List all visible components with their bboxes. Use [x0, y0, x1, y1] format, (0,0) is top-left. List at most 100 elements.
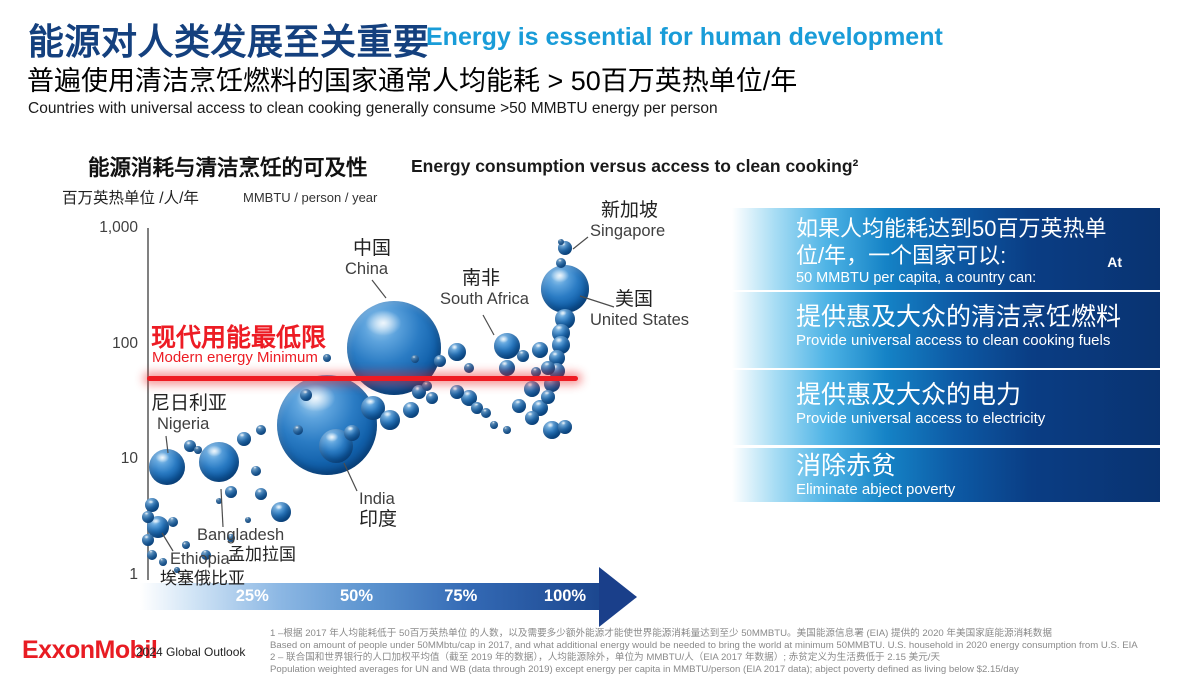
x-tick-25: 25%: [235, 587, 269, 605]
y-tick-1: 1: [129, 566, 138, 583]
bubble-united-states: [541, 264, 589, 313]
bubble: [194, 446, 203, 455]
reference-label-zh: 现代用能最低限: [151, 324, 327, 352]
bubble: [433, 354, 446, 367]
bubble: [512, 398, 527, 413]
x-tick-100: 100%: [543, 587, 587, 605]
x-tick-50: 50%: [339, 587, 374, 605]
label-united-states: 美国 United States: [590, 289, 689, 330]
x-tick-75: 75%: [444, 587, 478, 605]
bubble: [271, 502, 292, 523]
panel-electricity-en: Provide universal access to electricity: [796, 410, 1046, 427]
bubble: [524, 410, 539, 425]
label-china-en: China: [345, 259, 389, 278]
label-ethiopia-zh: 埃塞俄比亚: [160, 568, 245, 588]
bubble: [158, 557, 167, 566]
y-tick-10: 10: [120, 450, 138, 468]
footnote-2-zh: 2 – 联合国和世界银行的人口加权平均值（截至 2019 年的数据），人均能源除…: [270, 652, 941, 663]
bubble: [425, 391, 438, 404]
bubble: [447, 342, 466, 361]
label-china-zh: 中国: [353, 238, 392, 259]
label-ethiopia: Ethiopia 埃塞俄比亚: [160, 550, 245, 589]
y-axis-line: [147, 228, 149, 580]
bubble-india: [277, 374, 378, 475]
label-south-africa: 南非 South Africa: [440, 268, 529, 309]
panel-poverty-en: Eliminate abject poverty: [796, 481, 956, 498]
bubble: [344, 424, 361, 441]
bubble-nigeria: [148, 448, 185, 485]
label-united-states-zh: 美国: [615, 289, 654, 310]
bubble: [215, 497, 222, 504]
label-bangladesh: Bangladesh 孟加拉国: [197, 526, 296, 565]
subtitle-zh: 普遍使用清洁烹饪燃料的国家通常人均能耗 > 50百万英热单位/年: [27, 66, 798, 96]
panel-box-clean-cooking: 提供惠及大众的清洁烹饪燃料 Provide universal access t…: [732, 292, 1160, 368]
subtitle-en: Countries with universal access to clean…: [28, 100, 718, 117]
bubble: [236, 432, 251, 447]
bubble: [227, 533, 236, 542]
label-bangladesh-zh: 孟加拉国: [228, 544, 296, 564]
y-tick-1000: 1,000: [99, 219, 138, 237]
bubble: [293, 424, 304, 435]
page-title-en: Energy is essential for human developmen…: [426, 23, 943, 51]
panel-box-electricity: 提供惠及大众的电力 Provide universal access to el…: [732, 370, 1160, 445]
bubble: [181, 541, 190, 550]
panel-intro-en: 50 MMBTU per capita, a country can:: [796, 270, 1037, 286]
label-india-zh: 印度: [359, 508, 398, 530]
bubble: [502, 425, 511, 434]
panel-intro-at: At: [1107, 254, 1122, 270]
page-title-zh: 能源对人类发展至关重要: [28, 21, 430, 62]
bubble: [145, 498, 160, 513]
y-tick-100: 100: [112, 334, 138, 352]
bubble: [300, 389, 313, 402]
bubble: [449, 385, 464, 400]
leader-line-singapore: [572, 236, 589, 250]
modern-energy-minimum-line: [147, 376, 578, 382]
bubble: [183, 440, 196, 453]
reference-label-en: Modern energy Minimum: [152, 349, 318, 366]
label-south-africa-en: South Africa: [440, 289, 529, 308]
bubble: [422, 381, 433, 392]
bubble: [555, 257, 566, 268]
bubble: [174, 567, 181, 574]
outlook-label: 2024 Global Outlook: [136, 645, 246, 659]
bubble: [531, 341, 548, 358]
label-singapore: 新加坡 Singapore: [590, 200, 665, 241]
exxonmobil-logo: ExxonMobil: [22, 636, 158, 664]
label-bangladesh-en: Bangladesh: [197, 526, 285, 544]
bubble: [541, 360, 556, 375]
bubble: [245, 516, 252, 523]
bubble-ethiopia: [147, 516, 170, 539]
leader-line-south-africa: [482, 314, 495, 336]
bubble: [402, 401, 419, 418]
label-nigeria-zh: 尼日利亚: [151, 393, 228, 414]
label-nigeria-en: Nigeria: [157, 414, 210, 433]
bubble: [142, 534, 154, 547]
y-axis-unit-zh: 百万英热单位 /人/年: [62, 190, 199, 207]
chart-title-en: Energy consumption versus access to clea…: [411, 156, 859, 176]
panel-electricity-zh: 提供惠及大众的电力: [796, 381, 1022, 409]
leader-line-bangladesh: [220, 488, 224, 528]
bubble: [490, 420, 499, 429]
bubble: [517, 349, 530, 362]
footnote-1-zh: 1 –根据 2017 年人均能耗低于 50百万英热单位 的人数，以及需要多少额外…: [270, 628, 1052, 639]
footnote-2-en: Population weighted averages for UN and …: [270, 664, 1019, 675]
bubble: [254, 488, 267, 501]
label-india-en: India: [359, 490, 395, 508]
label-singapore-zh: 新加坡: [601, 200, 659, 221]
label-china: 中国 China: [345, 238, 391, 279]
bubble: [255, 424, 266, 435]
panel-box-poverty: 消除赤贫 Eliminate abject poverty: [732, 448, 1160, 502]
bubble: [551, 335, 570, 354]
label-singapore-en: Singapore: [590, 221, 666, 240]
panel-clean-cooking-en: Provide universal access to clean cookin…: [796, 332, 1111, 349]
bubble: [523, 380, 540, 397]
bubble: [480, 408, 491, 419]
footnote-1-en: Based on amount of people under 50MMbtu/…: [270, 640, 1138, 651]
bubble: [530, 367, 541, 378]
panel-box-intro: 如果人均能耗达到50百万英热单位/年，一个国家可以: At 50 MMBTU p…: [732, 208, 1160, 290]
bubble: [498, 359, 515, 376]
label-india: India 印度: [359, 490, 397, 531]
panel-intro-zh: 如果人均能耗达到50百万英热单位/年，一个国家可以:: [796, 216, 1107, 268]
bubble: [225, 486, 238, 499]
label-south-africa-zh: 南非: [462, 268, 501, 289]
